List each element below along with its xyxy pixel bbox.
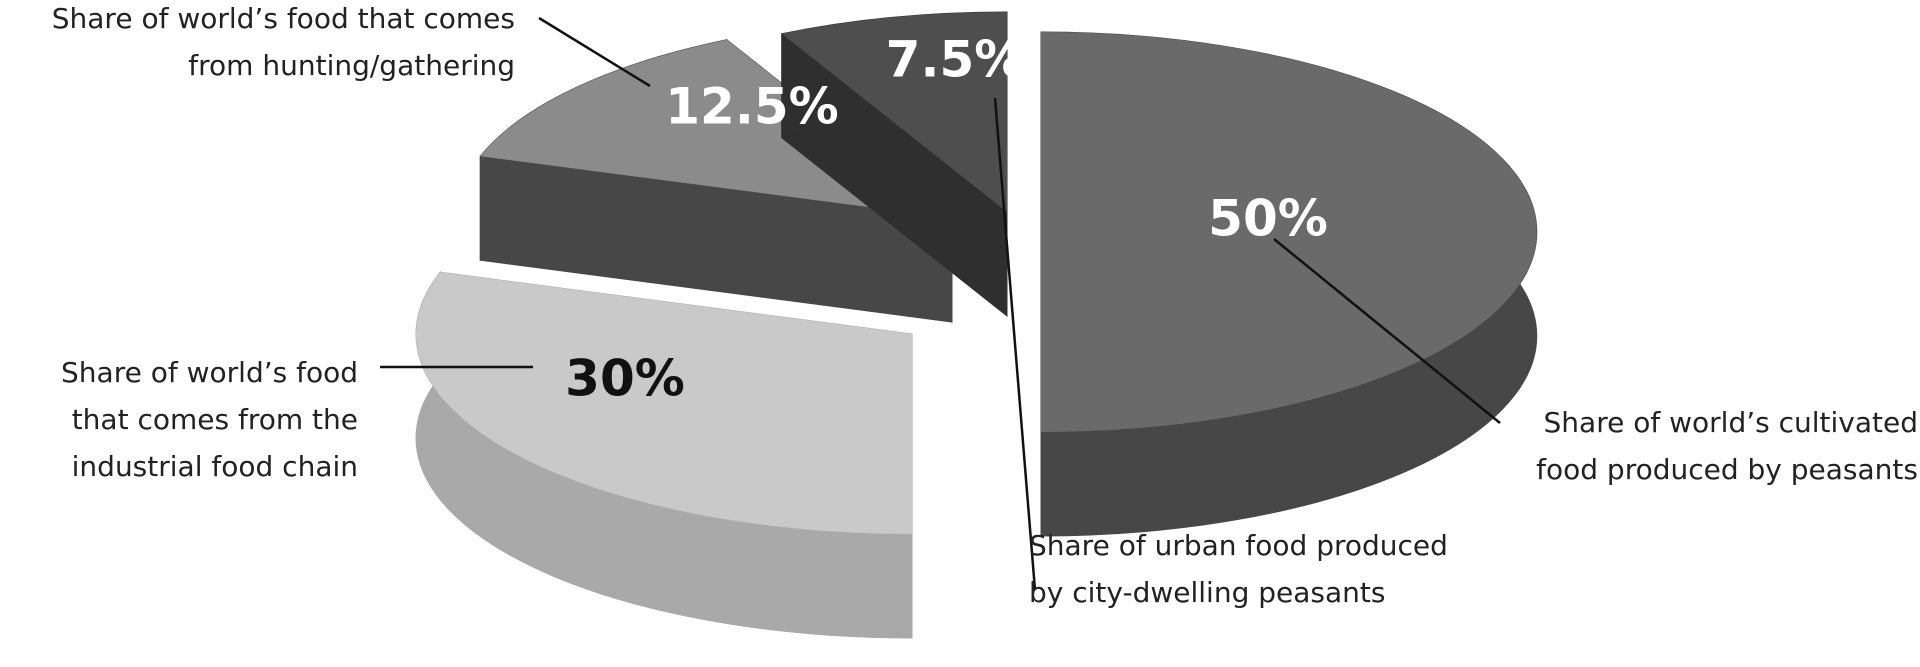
pie xyxy=(415,11,1538,639)
leader-line xyxy=(993,97,1037,591)
slice xyxy=(1041,32,1537,432)
leader-line xyxy=(538,16,651,88)
leader-line xyxy=(1273,238,1501,424)
slice xyxy=(416,272,912,534)
labels: 50% 30% 12.5% 7.5% Share of world’s cultivat… xyxy=(52,2,1918,609)
value-label: 12.5% xyxy=(665,78,838,136)
category-label: that comes from the xyxy=(72,403,358,436)
value-label: 30% xyxy=(565,350,685,408)
category-label: Share of world’s food that comes xyxy=(52,2,515,35)
leader-lines xyxy=(380,16,1501,591)
category-label: industrial food chain xyxy=(72,450,358,483)
category-label: from hunting/gathering xyxy=(188,49,515,82)
category-label: food produced by peasants xyxy=(1536,453,1918,486)
category-label: by city-dwelling peasants xyxy=(1029,576,1385,609)
slice xyxy=(781,11,1007,212)
value-label: 7.5% xyxy=(886,31,1025,89)
value-label: 50% xyxy=(1208,190,1328,248)
category-label: Share of urban food produced xyxy=(1029,529,1448,562)
category-label: Share of world’s cultivated xyxy=(1544,406,1918,439)
category-label: Share of world’s food xyxy=(61,356,358,389)
